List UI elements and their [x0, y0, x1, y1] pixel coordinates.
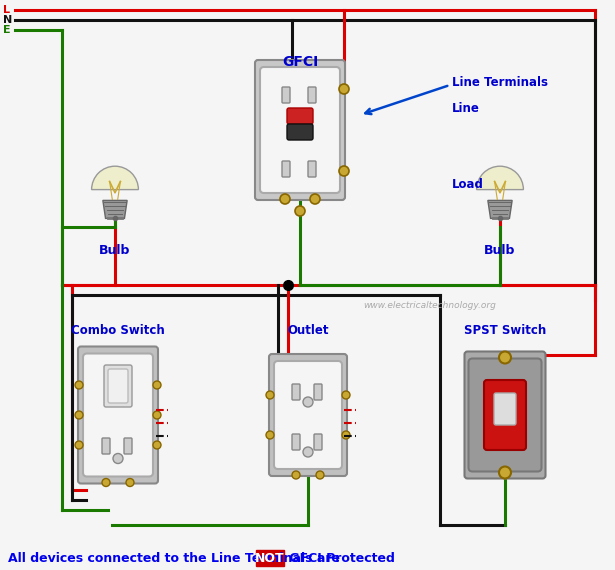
Circle shape	[339, 84, 349, 94]
Text: Bulb: Bulb	[485, 243, 516, 256]
Text: Combo Switch: Combo Switch	[71, 324, 165, 336]
FancyBboxPatch shape	[274, 361, 342, 469]
Circle shape	[153, 381, 161, 389]
Circle shape	[102, 478, 110, 487]
Circle shape	[339, 166, 349, 176]
FancyBboxPatch shape	[102, 438, 110, 454]
Circle shape	[113, 454, 123, 463]
FancyBboxPatch shape	[269, 354, 347, 476]
Circle shape	[499, 466, 511, 478]
Text: E: E	[3, 25, 10, 35]
FancyBboxPatch shape	[469, 359, 541, 471]
FancyBboxPatch shape	[282, 87, 290, 103]
Circle shape	[316, 471, 324, 479]
Circle shape	[75, 441, 83, 449]
FancyBboxPatch shape	[464, 352, 546, 478]
FancyBboxPatch shape	[83, 353, 153, 477]
FancyBboxPatch shape	[292, 434, 300, 450]
Circle shape	[342, 431, 350, 439]
Circle shape	[303, 397, 313, 407]
FancyBboxPatch shape	[292, 384, 300, 400]
Bar	[256, 550, 284, 566]
Circle shape	[303, 447, 313, 457]
Circle shape	[280, 194, 290, 204]
FancyBboxPatch shape	[308, 161, 316, 177]
Circle shape	[126, 478, 134, 487]
FancyBboxPatch shape	[282, 161, 290, 177]
FancyBboxPatch shape	[287, 124, 313, 140]
Text: GFCI Protected: GFCI Protected	[285, 552, 394, 564]
Circle shape	[266, 391, 274, 399]
Text: N: N	[3, 15, 12, 25]
Circle shape	[310, 194, 320, 204]
FancyBboxPatch shape	[260, 67, 340, 193]
Circle shape	[153, 441, 161, 449]
Circle shape	[292, 471, 300, 479]
Text: GFCI: GFCI	[282, 55, 318, 69]
Text: NOT: NOT	[255, 552, 285, 564]
Text: Line Terminals: Line Terminals	[452, 75, 548, 88]
Circle shape	[342, 391, 350, 399]
Circle shape	[295, 206, 305, 216]
FancyBboxPatch shape	[484, 380, 526, 450]
Text: L: L	[3, 5, 10, 15]
FancyBboxPatch shape	[108, 369, 128, 403]
Wedge shape	[477, 166, 523, 190]
Circle shape	[75, 381, 83, 389]
FancyBboxPatch shape	[314, 384, 322, 400]
Circle shape	[153, 411, 161, 419]
Text: SPST Switch: SPST Switch	[464, 324, 546, 336]
Polygon shape	[488, 201, 512, 218]
Text: Line: Line	[452, 101, 480, 115]
Circle shape	[499, 352, 511, 364]
Text: Load: Load	[452, 178, 484, 192]
Wedge shape	[92, 166, 138, 190]
FancyBboxPatch shape	[255, 60, 345, 200]
FancyBboxPatch shape	[308, 87, 316, 103]
FancyBboxPatch shape	[287, 108, 313, 124]
Circle shape	[75, 411, 83, 419]
Circle shape	[266, 431, 274, 439]
Text: All devices connected to the Line Terminals are: All devices connected to the Line Termin…	[8, 552, 344, 564]
Polygon shape	[103, 201, 127, 218]
FancyBboxPatch shape	[78, 347, 158, 483]
Text: Outlet: Outlet	[287, 324, 329, 336]
FancyBboxPatch shape	[124, 438, 132, 454]
FancyBboxPatch shape	[314, 434, 322, 450]
FancyBboxPatch shape	[494, 393, 516, 425]
FancyBboxPatch shape	[104, 365, 132, 407]
Text: www.electricaltechnology.org: www.electricaltechnology.org	[363, 300, 496, 310]
Text: Bulb: Bulb	[99, 243, 130, 256]
